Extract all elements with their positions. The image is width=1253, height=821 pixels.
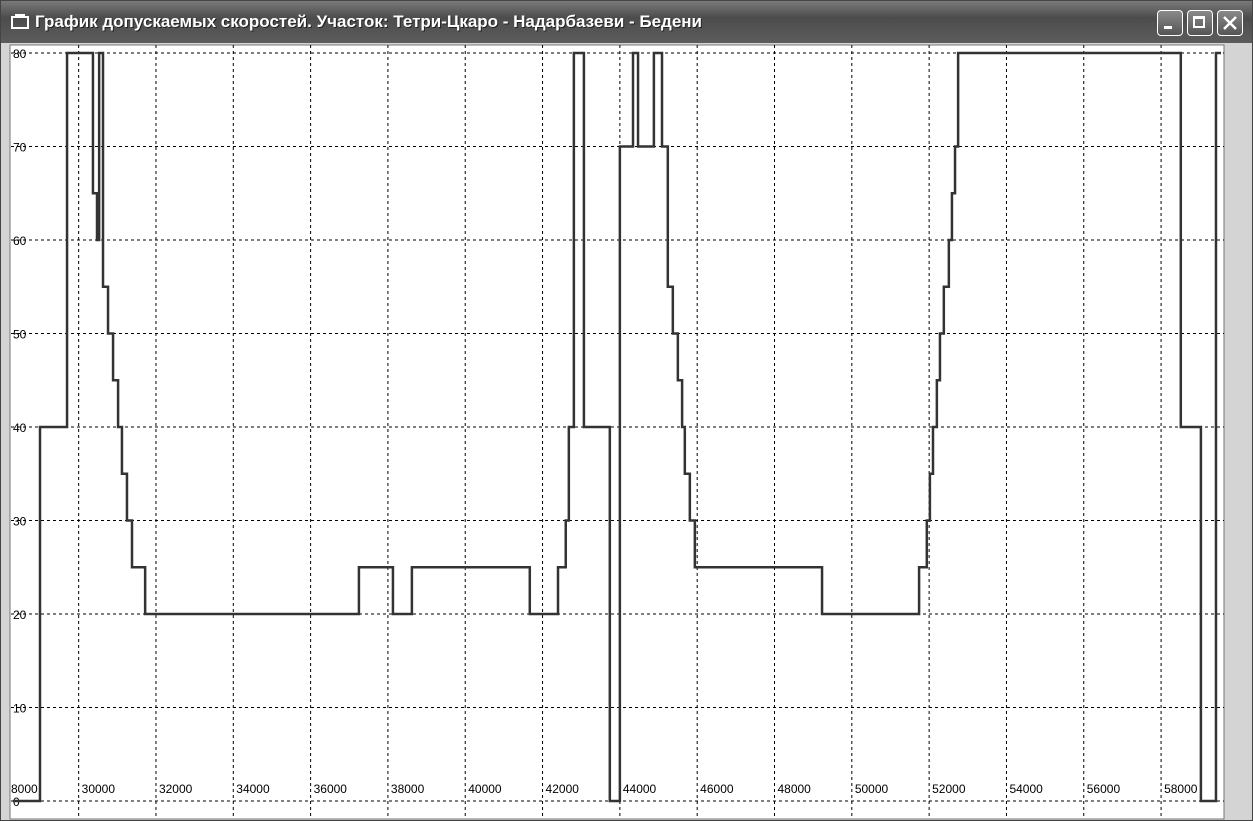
x-tick-label: 34000 xyxy=(236,782,270,796)
plot-area xyxy=(9,44,1225,820)
y-tick-label: 30 xyxy=(13,515,27,529)
x-tick-label: 28000 xyxy=(4,782,38,796)
x-tick-label: 48000 xyxy=(777,782,811,796)
y-tick-label: 80 xyxy=(13,47,27,61)
x-tick-label: 54000 xyxy=(1009,782,1043,796)
x-tick-label: 38000 xyxy=(391,782,425,796)
window-title: График допускаемых скоростей. Участок: Т… xyxy=(35,12,703,31)
x-tick-label: 36000 xyxy=(314,782,348,796)
y-tick-label: 60 xyxy=(13,234,27,248)
minimize-button[interactable] xyxy=(1157,10,1183,36)
y-tick-label: 70 xyxy=(13,141,27,155)
x-tick-label: 42000 xyxy=(546,782,580,796)
x-tick-label: 58000 xyxy=(1164,782,1198,796)
title-bar: График допускаемых скоростей. Участок: Т… xyxy=(1,1,1252,43)
x-tick-label: 46000 xyxy=(700,782,734,796)
x-tick-label: 40000 xyxy=(468,782,502,796)
y-tick-label: 40 xyxy=(13,421,27,435)
x-tick-label: 44000 xyxy=(623,782,657,796)
maximize-button[interactable] xyxy=(1187,10,1213,36)
speed-line xyxy=(12,51,1221,803)
x-tick-label: 50000 xyxy=(855,782,889,796)
y-tick-label: 50 xyxy=(13,328,27,342)
x-tick-label: 52000 xyxy=(932,782,966,796)
y-tick-label: 20 xyxy=(13,608,27,622)
close-button[interactable] xyxy=(1217,10,1243,36)
x-tick-label: 32000 xyxy=(159,782,193,796)
x-tick-label: 56000 xyxy=(1087,782,1121,796)
app-icon xyxy=(11,14,29,29)
x-tick-label: 30000 xyxy=(82,782,116,796)
y-tick-label: 10 xyxy=(13,702,27,716)
